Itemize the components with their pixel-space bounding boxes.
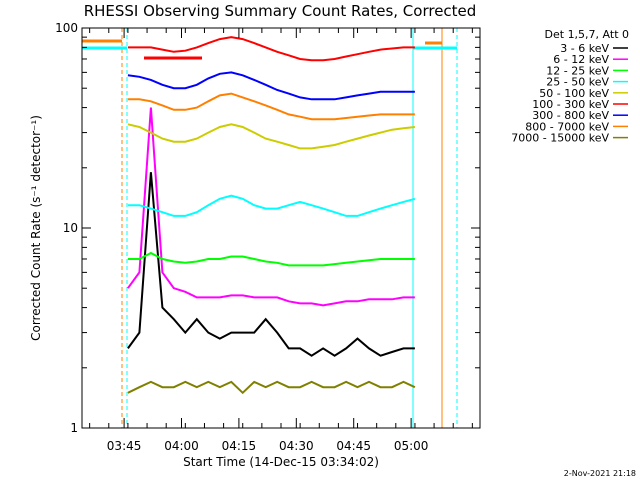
observing-markers (82, 28, 458, 428)
series-line-6 (127, 36, 415, 62)
legend-label: 3 - 6 keV (560, 42, 609, 55)
y-axis: 1 10 100 (55, 21, 480, 435)
series-layer (127, 36, 416, 395)
series-line-7 (127, 71, 415, 101)
chart-title: RHESSI Observing Summary Count Rates, Co… (84, 2, 477, 20)
x-tick-label: 05:00 (394, 439, 429, 453)
footer-timestamp: 2-Nov-2021 21:18 (564, 469, 636, 478)
series-line-5 (127, 123, 416, 150)
x-axis: 03:45 04:00 04:15 04:30 04:45 05:00 (89, 28, 473, 453)
series-line-4 (127, 194, 416, 217)
legend-label: 25 - 50 keV (546, 76, 609, 89)
series-line-3 (127, 251, 415, 267)
y-tick-label: 10 (63, 221, 78, 235)
legend-label: 800 - 7000 keV (525, 120, 609, 133)
legend-label: 12 - 25 keV (546, 64, 609, 77)
y-tick-label: 1 (70, 421, 78, 435)
y-axis-label: Corrected Count Rate (s⁻¹ detector⁻¹) (29, 115, 43, 341)
x-tick-label: 04:45 (336, 439, 371, 453)
legend-label: 100 - 300 keV (532, 98, 609, 111)
x-tick-label: 04:15 (222, 439, 257, 453)
series-line-1 (127, 172, 415, 357)
legend-label: 50 - 100 keV (539, 87, 609, 100)
legend-label: 7000 - 15000 keV (511, 132, 609, 145)
legend-title: Det 1,5,7, Att 0 (545, 28, 629, 41)
x-tick-label: 03:45 (107, 439, 142, 453)
y-tick-label: 100 (55, 21, 78, 35)
series-line-8 (127, 92, 415, 121)
legend-label: 300 - 800 keV (532, 109, 609, 122)
legend-label: 6 - 12 keV (553, 53, 609, 66)
x-tick-label: 04:00 (164, 439, 199, 453)
x-tick-label: 04:30 (279, 439, 314, 453)
series-line-2 (127, 107, 415, 307)
series-line-9 (127, 380, 416, 395)
x-axis-label: Start Time (14-Dec-15 03:34:02) (183, 455, 379, 469)
